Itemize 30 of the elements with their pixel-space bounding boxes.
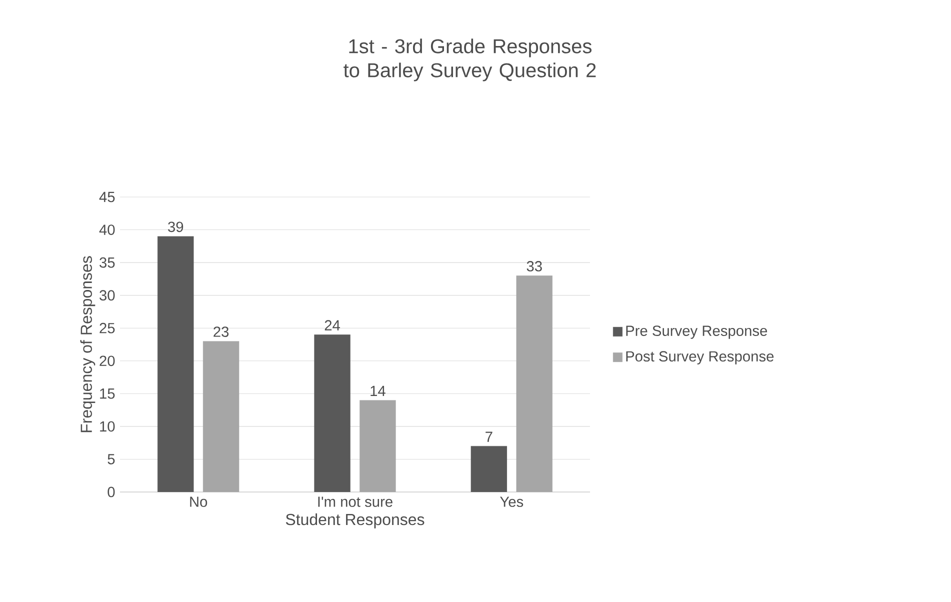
- bar: [516, 276, 552, 492]
- data-label: 14: [370, 386, 386, 396]
- y-tick-label: 20: [100, 356, 115, 366]
- y-tick-label: 40: [99, 224, 115, 235]
- x-axis-title: Student Responses: [286, 513, 424, 528]
- bar: [470, 446, 508, 492]
- y-tick-label: 0: [108, 486, 115, 498]
- y-tick-label: 45: [99, 192, 115, 202]
- y-tick-label: 10: [100, 421, 115, 432]
- data-label: 33: [526, 261, 542, 272]
- y-tick-label: 15: [100, 388, 115, 399]
- bar: [158, 236, 194, 492]
- x-tick-label: Yes: [500, 496, 524, 507]
- legend-label: Pre Survey Response: [626, 326, 768, 339]
- x-tick-label: No: [190, 496, 208, 507]
- chart-title: 1st - 3rd Grade Responses to Barley Survey Question 2: [344, 38, 596, 82]
- bar: [360, 400, 396, 492]
- data-label: 23: [214, 326, 229, 337]
- bar: [202, 341, 240, 492]
- y-tick-label: 25: [100, 322, 115, 334]
- data-label: 39: [168, 222, 184, 232]
- y-tick-label: 5: [108, 454, 115, 464]
- bar: [314, 334, 350, 492]
- y-tick-label: 30: [100, 290, 115, 301]
- data-label: 7: [486, 432, 492, 442]
- data-label: 24: [324, 320, 340, 330]
- y-axis-title: Frequency of Responses: [80, 256, 96, 432]
- legend-label: Post Survey Response: [626, 351, 774, 364]
- y-tick-label: 35: [100, 257, 115, 268]
- x-tick-label: I'm not sure: [318, 496, 392, 507]
